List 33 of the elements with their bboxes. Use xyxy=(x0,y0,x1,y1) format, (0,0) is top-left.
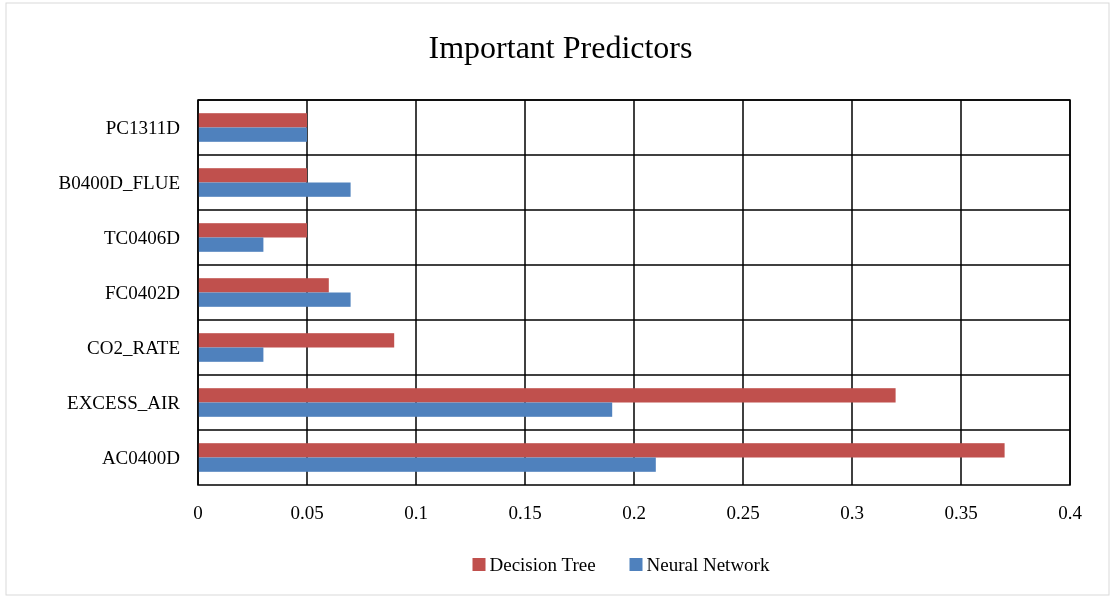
bar xyxy=(198,292,351,307)
y-tick-label: EXCESS_AIR xyxy=(67,391,181,413)
bar xyxy=(198,182,351,197)
x-tick-label: 0.35 xyxy=(944,502,978,523)
bar xyxy=(198,223,307,238)
y-tick-label: PC1311D xyxy=(105,116,180,138)
y-tick-label: FC0402D xyxy=(105,281,180,303)
bar xyxy=(198,168,307,183)
chart-title: Important Predictors xyxy=(428,29,693,65)
x-tick-label: 0.2 xyxy=(622,502,646,523)
x-tick-label: 0.05 xyxy=(290,502,324,523)
bar xyxy=(198,457,656,472)
bar xyxy=(198,443,1005,458)
x-tick-label: 0.1 xyxy=(404,502,428,523)
y-tick-label: AC0400D xyxy=(101,446,180,468)
x-tick-label: 0.15 xyxy=(508,502,542,523)
x-tick-label: 0 xyxy=(193,502,203,523)
bar xyxy=(198,278,329,293)
x-tick-label: 0.25 xyxy=(726,502,760,523)
y-tick-label: TC0406D xyxy=(104,226,180,248)
bar xyxy=(198,402,613,417)
y-tick-label: B0400D_FLUE xyxy=(58,171,180,193)
x-tick-label: 0.4 xyxy=(1058,502,1083,523)
bar xyxy=(198,113,307,128)
bar xyxy=(198,388,896,403)
legend-label: Decision Tree xyxy=(489,554,596,575)
bar xyxy=(198,347,264,362)
bar xyxy=(198,333,395,348)
bar xyxy=(198,127,307,142)
x-tick-label: 0.3 xyxy=(840,502,864,523)
bar xyxy=(198,237,264,252)
y-tick-label: CO2_RATE xyxy=(87,336,180,358)
legend-label: Neural Network xyxy=(646,554,770,575)
